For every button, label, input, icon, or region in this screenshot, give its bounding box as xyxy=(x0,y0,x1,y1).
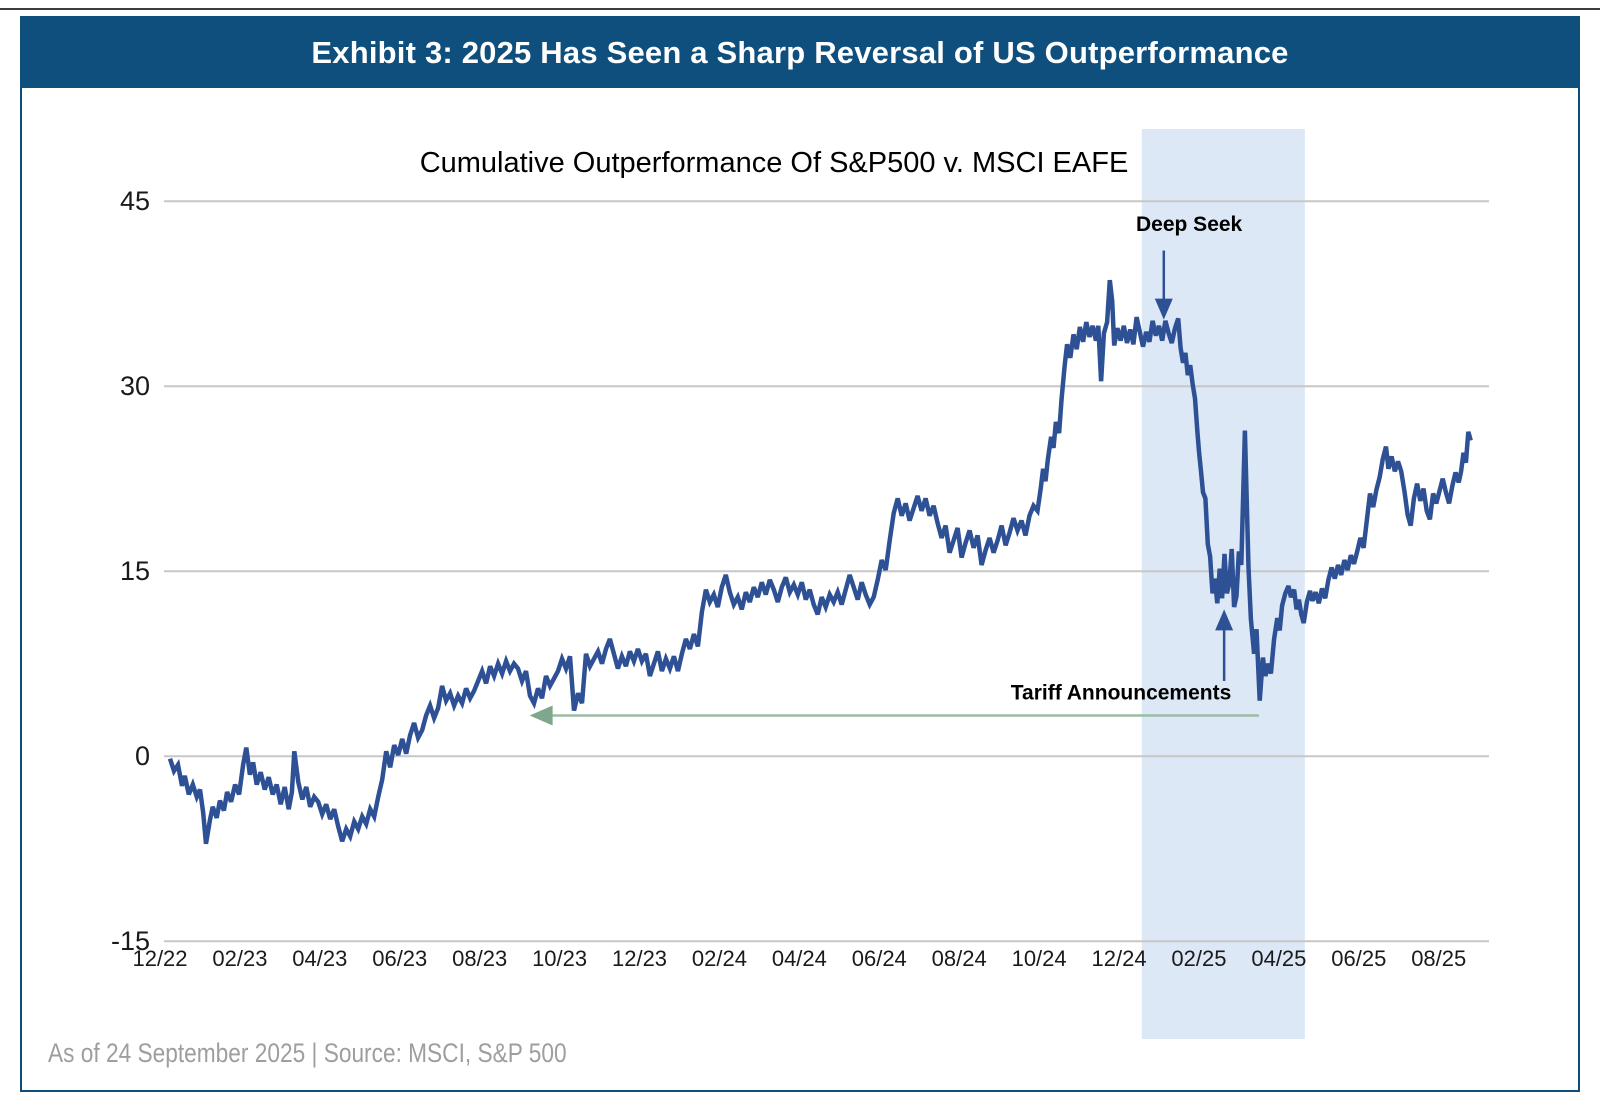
top-hairline xyxy=(0,8,1600,10)
x-tick-label: 12/23 xyxy=(612,946,667,971)
x-tick-label: 02/24 xyxy=(692,946,747,971)
x-tick-label: 02/25 xyxy=(1171,946,1226,971)
x-tick-label: 12/24 xyxy=(1092,946,1147,971)
x-tick-label: 06/25 xyxy=(1331,946,1386,971)
tariff-arrow-head xyxy=(1215,609,1234,631)
chart-area: 45 30 15 0 -15 12/22 02/23 04/23 06/23 08/23 10/23… xyxy=(22,88,1578,1048)
x-tick-label: 04/23 xyxy=(292,946,347,971)
x-tick-label: 10/24 xyxy=(1012,946,1067,971)
exhibit-card: Exhibit 3: 2025 Has Seen a Sharp Reversa… xyxy=(20,16,1580,1092)
x-tick-label: 06/23 xyxy=(372,946,427,971)
series-line xyxy=(167,279,1473,845)
y-tick-label: 15 xyxy=(120,556,150,586)
x-tick-label: 04/24 xyxy=(772,946,827,971)
x-tick-label: 08/24 xyxy=(932,946,987,971)
y-tick-label: 0 xyxy=(135,741,150,771)
page-title: Exhibit 3: 2025 Has Seen a Sharp Reversa… xyxy=(311,35,1289,70)
deep-seek-arrow-head xyxy=(1154,298,1173,320)
x-tick-label: 04/25 xyxy=(1251,946,1306,971)
y-tick-label: -15 xyxy=(111,926,150,956)
y-tick-label: 45 xyxy=(120,186,150,216)
source-note: As of 24 September 2025 | Source: MSCI, … xyxy=(48,1038,567,1068)
chart-title: Cumulative Outperformance Of S&P500 v. M… xyxy=(420,147,1129,179)
x-tick-label: 08/23 xyxy=(452,946,507,971)
y-tick-label: 30 xyxy=(120,371,150,401)
header-banner: Exhibit 3: 2025 Has Seen a Sharp Reversa… xyxy=(22,18,1578,88)
x-tick-label: 02/23 xyxy=(212,946,267,971)
x-tick-label: 12/22 xyxy=(132,946,187,971)
x-tick-label: 10/23 xyxy=(532,946,587,971)
green-arrow-head xyxy=(529,705,553,726)
deep-seek-label: Deep Seek xyxy=(1136,213,1243,236)
x-tick-label: 06/24 xyxy=(852,946,907,971)
x-tick-label: 08/25 xyxy=(1411,946,1466,971)
tariff-announcements-label: Tariff Announcements xyxy=(1011,681,1232,704)
